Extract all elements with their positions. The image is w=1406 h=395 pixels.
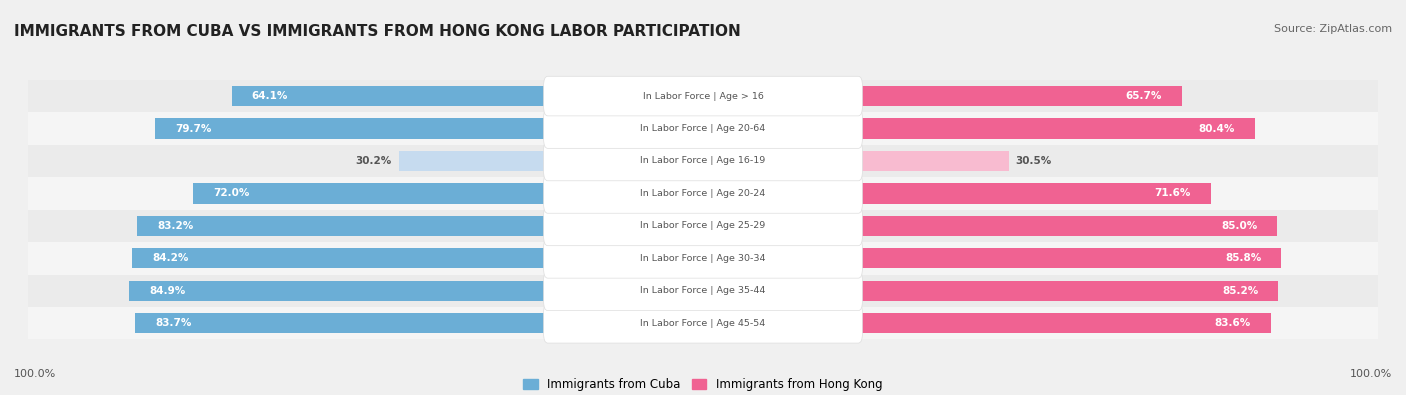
Bar xyxy=(28,242,1378,275)
Text: In Labor Force | Age > 16: In Labor Force | Age > 16 xyxy=(643,92,763,101)
Text: 30.5%: 30.5% xyxy=(1015,156,1052,166)
Text: 64.1%: 64.1% xyxy=(252,91,288,101)
Bar xyxy=(129,281,548,301)
Text: 85.0%: 85.0% xyxy=(1220,221,1257,231)
Bar xyxy=(28,307,1378,339)
Text: In Labor Force | Age 45-54: In Labor Force | Age 45-54 xyxy=(640,319,766,328)
Text: 100.0%: 100.0% xyxy=(1350,369,1392,379)
Text: In Labor Force | Age 20-64: In Labor Force | Age 20-64 xyxy=(640,124,766,133)
FancyBboxPatch shape xyxy=(544,141,862,181)
Bar xyxy=(858,248,1281,269)
FancyBboxPatch shape xyxy=(544,206,862,246)
Text: 85.8%: 85.8% xyxy=(1225,253,1261,263)
Bar xyxy=(135,313,548,333)
Bar xyxy=(155,118,548,139)
Text: In Labor Force | Age 20-24: In Labor Force | Age 20-24 xyxy=(640,189,766,198)
Text: 79.7%: 79.7% xyxy=(174,124,211,134)
Text: 84.9%: 84.9% xyxy=(149,286,186,296)
Bar xyxy=(28,275,1378,307)
Text: Source: ZipAtlas.com: Source: ZipAtlas.com xyxy=(1274,24,1392,34)
Bar xyxy=(858,216,1278,236)
Bar xyxy=(858,86,1182,106)
Bar xyxy=(28,145,1378,177)
Text: 72.0%: 72.0% xyxy=(212,188,249,198)
Text: 100.0%: 100.0% xyxy=(14,369,56,379)
Text: IMMIGRANTS FROM CUBA VS IMMIGRANTS FROM HONG KONG LABOR PARTICIPATION: IMMIGRANTS FROM CUBA VS IMMIGRANTS FROM … xyxy=(14,24,741,39)
FancyBboxPatch shape xyxy=(544,271,862,310)
Text: 30.2%: 30.2% xyxy=(356,156,392,166)
Bar xyxy=(28,177,1378,210)
Text: In Labor Force | Age 35-44: In Labor Force | Age 35-44 xyxy=(640,286,766,295)
Bar xyxy=(858,313,1271,333)
FancyBboxPatch shape xyxy=(544,303,862,343)
Bar xyxy=(858,183,1212,203)
Text: 83.7%: 83.7% xyxy=(155,318,191,328)
Bar xyxy=(28,210,1378,242)
Bar xyxy=(232,86,548,106)
Bar xyxy=(28,80,1378,112)
Bar xyxy=(858,118,1254,139)
Legend: Immigrants from Cuba, Immigrants from Hong Kong: Immigrants from Cuba, Immigrants from Ho… xyxy=(519,373,887,395)
Text: In Labor Force | Age 16-19: In Labor Force | Age 16-19 xyxy=(640,156,766,166)
Text: 83.2%: 83.2% xyxy=(157,221,194,231)
Bar xyxy=(193,183,548,203)
Bar xyxy=(132,248,548,269)
Text: 84.2%: 84.2% xyxy=(153,253,190,263)
FancyBboxPatch shape xyxy=(544,174,862,213)
Bar xyxy=(28,112,1378,145)
Text: 80.4%: 80.4% xyxy=(1198,124,1234,134)
Bar xyxy=(858,281,1278,301)
Text: In Labor Force | Age 25-29: In Labor Force | Age 25-29 xyxy=(640,221,766,230)
Text: 65.7%: 65.7% xyxy=(1126,91,1161,101)
FancyBboxPatch shape xyxy=(544,239,862,278)
FancyBboxPatch shape xyxy=(544,109,862,149)
FancyBboxPatch shape xyxy=(544,76,862,116)
Text: 83.6%: 83.6% xyxy=(1213,318,1250,328)
Bar xyxy=(138,216,548,236)
Text: 71.6%: 71.6% xyxy=(1154,188,1191,198)
Text: 85.2%: 85.2% xyxy=(1222,286,1258,296)
Bar xyxy=(858,151,1008,171)
Bar xyxy=(399,151,548,171)
Text: In Labor Force | Age 30-34: In Labor Force | Age 30-34 xyxy=(640,254,766,263)
